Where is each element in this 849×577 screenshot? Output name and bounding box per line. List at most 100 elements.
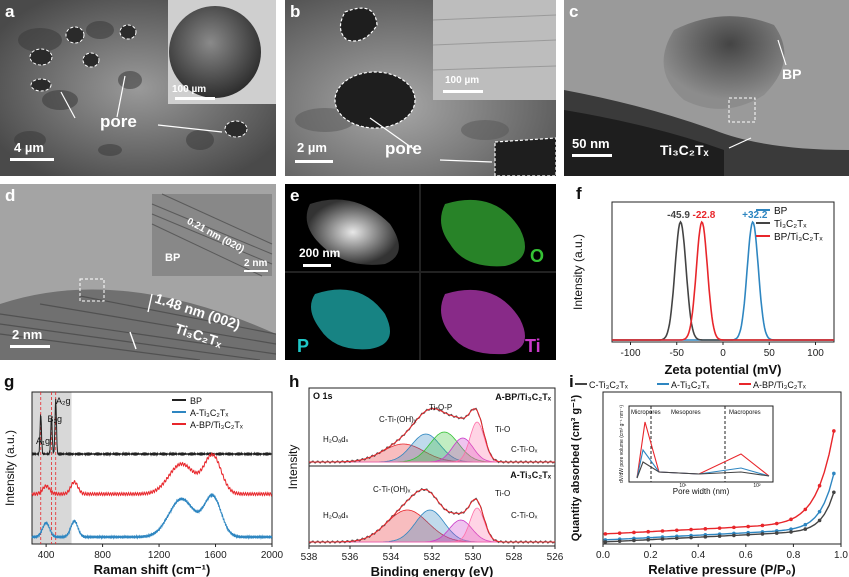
series-line-g — [31, 398, 272, 457]
isotherm-point-i — [803, 522, 808, 527]
isotherm-point-i — [632, 530, 636, 535]
x-tick-label-g: 400 — [38, 550, 55, 561]
scale-text-d: 2 nm — [12, 327, 43, 342]
x-tick-label-g: 2000 — [261, 550, 284, 561]
raman-chart: 400 800 1200 1600 2000 Raman shift (cm⁻¹) Inte… — [3, 391, 284, 577]
isotherm-point-i — [774, 531, 779, 535]
legend-label-i: C-Ti₃C₂Tₓ — [589, 380, 628, 390]
isotherm-point-i — [646, 537, 651, 542]
component-label-h: H₂Oₐdₛ — [323, 511, 349, 520]
xps-raw-data-h — [308, 487, 556, 544]
isotherm-point-i — [717, 526, 722, 530]
panel-h-xps-chart: h 538 536 534 532 530 528 526 Binding energy (e… — [285, 372, 565, 577]
peak-label-f: -22.8 — [693, 210, 716, 221]
x-tick-label-i: 0.0 — [596, 550, 610, 561]
panel-a-sem: pore 4 µm 100 µm a — [0, 0, 276, 176]
element-label-o: O — [530, 246, 545, 266]
inset-region-label-i: Macropores — [729, 410, 761, 416]
scale-bar-d-inset — [244, 270, 268, 272]
panel-f-zeta-chart: f -100 -50 0 50 100 Zeta potential (mV) Intens… — [564, 184, 849, 384]
subplot-label-h: A-BP/Ti₃C₂Tₓ — [495, 392, 551, 402]
isotherm-point-i — [817, 483, 822, 488]
hrtem-texture-d — [0, 184, 276, 360]
scale-bar-e — [303, 264, 331, 267]
x-tick-label-h: 528 — [506, 552, 523, 563]
pore-label-b: pore — [385, 139, 422, 158]
legend-label-i: A-BP/Ti₃C₂Tₓ — [753, 380, 806, 390]
panel-label-c: c — [569, 2, 579, 21]
legend-label-g: A-BP/Ti₃C₂Tₓ — [190, 420, 243, 430]
mxene-arrow — [728, 137, 752, 149]
panel-label-d: d — [5, 186, 16, 205]
isotherm-point-i — [789, 517, 793, 522]
inset-x-tick-i: 10² — [753, 483, 761, 489]
inset-x-tick-i: 10¹ — [679, 483, 687, 489]
legend-label-i: A-Ti₃C₂Tₓ — [671, 380, 709, 390]
scale-text-a-inset: 100 µm — [172, 84, 207, 95]
component-label-h: Ti-O-P — [429, 403, 452, 412]
bp-arrow — [777, 39, 787, 66]
inset-x-label-i: Pore width (nm) — [673, 487, 730, 496]
isotherm-point-i — [617, 539, 622, 543]
scale-text-d-inset: 2 nm — [244, 258, 268, 269]
element-label-ti: Ti — [525, 336, 541, 356]
subplot-label-h: A-Ti₃C₂Tₓ — [510, 470, 551, 480]
scale-text-b-inset: 100 µm — [445, 75, 480, 86]
panel-c-tem: BP Ti₃C₂Tₓ 50 nm c — [564, 0, 849, 176]
x-tick-label-i: 0.2 — [644, 550, 658, 561]
panel-b-sem: pore 2 µm 100 µm b — [285, 0, 556, 176]
peak-label-f: +32.2 — [742, 210, 768, 221]
panel-d-hrtem: 0.21 nm (020) BP 1.48 nm (002) Ti₃C₂Tₓ 2… — [0, 184, 276, 360]
isotherm-point-i — [732, 533, 736, 538]
scale-bar-b-inset — [443, 90, 483, 93]
layer-arrow-top — [147, 293, 153, 313]
bp-label-d: BP — [165, 252, 181, 264]
isotherm-point-i — [732, 525, 736, 530]
isotherm-point-i — [789, 530, 793, 534]
isotherm-point-i — [689, 535, 693, 540]
xps-raw-data-h — [308, 407, 556, 464]
isotherm-point-i — [746, 524, 750, 529]
series-line-g — [31, 452, 273, 497]
eds-map-o — [441, 199, 525, 267]
xps-envelope-h — [309, 489, 555, 543]
pore-arrow-3 — [157, 124, 223, 133]
x-tick-label-h: 526 — [547, 552, 564, 563]
isotherm-point-i — [646, 529, 651, 534]
legend-label-f: Ti₃C₂Tₓ — [774, 219, 807, 230]
tem-texture-c — [564, 0, 849, 176]
x-tick-label-f: 0 — [720, 348, 726, 359]
x-axis-label-h: Binding energy (eV) — [371, 564, 494, 577]
x-tick-label-i: 0.8 — [786, 550, 800, 561]
isotherm-point-i — [603, 532, 608, 536]
x-tick-label-g: 1200 — [148, 550, 171, 561]
pore-label-a: pore — [100, 112, 137, 131]
pore-arrow-2 — [116, 75, 126, 118]
inset-y-label-i: dV/dW pore volume (cm³ g⁻¹ nm⁻¹) — [619, 405, 625, 483]
x-tick-label-h: 538 — [301, 552, 318, 563]
isotherm-point-i — [660, 529, 665, 533]
scale-bar-d — [10, 345, 50, 348]
isotherm-point-i — [760, 523, 765, 528]
isotherm-point-i — [674, 528, 679, 533]
isotherm-point-i — [674, 536, 679, 541]
legend-label-f: BP — [774, 206, 788, 217]
scale-text-e: 200 nm — [299, 246, 341, 260]
scale-text-a: 4 µm — [14, 140, 44, 155]
bet-chart: 0.0 0.2 0.4 0.6 0.8 1.0 Relative pressure (P/P… — [570, 380, 848, 577]
sem-texture-b — [285, 0, 556, 176]
y-axis-label-h: Intensity — [286, 445, 300, 490]
x-tick-label-i: 0.6 — [739, 550, 753, 561]
legend-label-g: A-Ti₃C₂Tₓ — [190, 408, 228, 418]
inset-frame-i — [628, 405, 774, 483]
isotherm-point-i — [760, 532, 765, 536]
inset-psd-line-i — [636, 461, 770, 479]
peak-label-g: B₂g — [48, 414, 63, 424]
component-label-h: C-Ti-Oₓ — [511, 511, 538, 520]
panel-label-a: a — [5, 2, 15, 21]
isotherm-point-i — [803, 507, 808, 512]
component-label-h: Ti-O — [495, 489, 510, 498]
panel-label-b: b — [290, 2, 301, 21]
isotherm-point-i — [689, 527, 693, 532]
isotherm-point-i — [832, 429, 836, 433]
